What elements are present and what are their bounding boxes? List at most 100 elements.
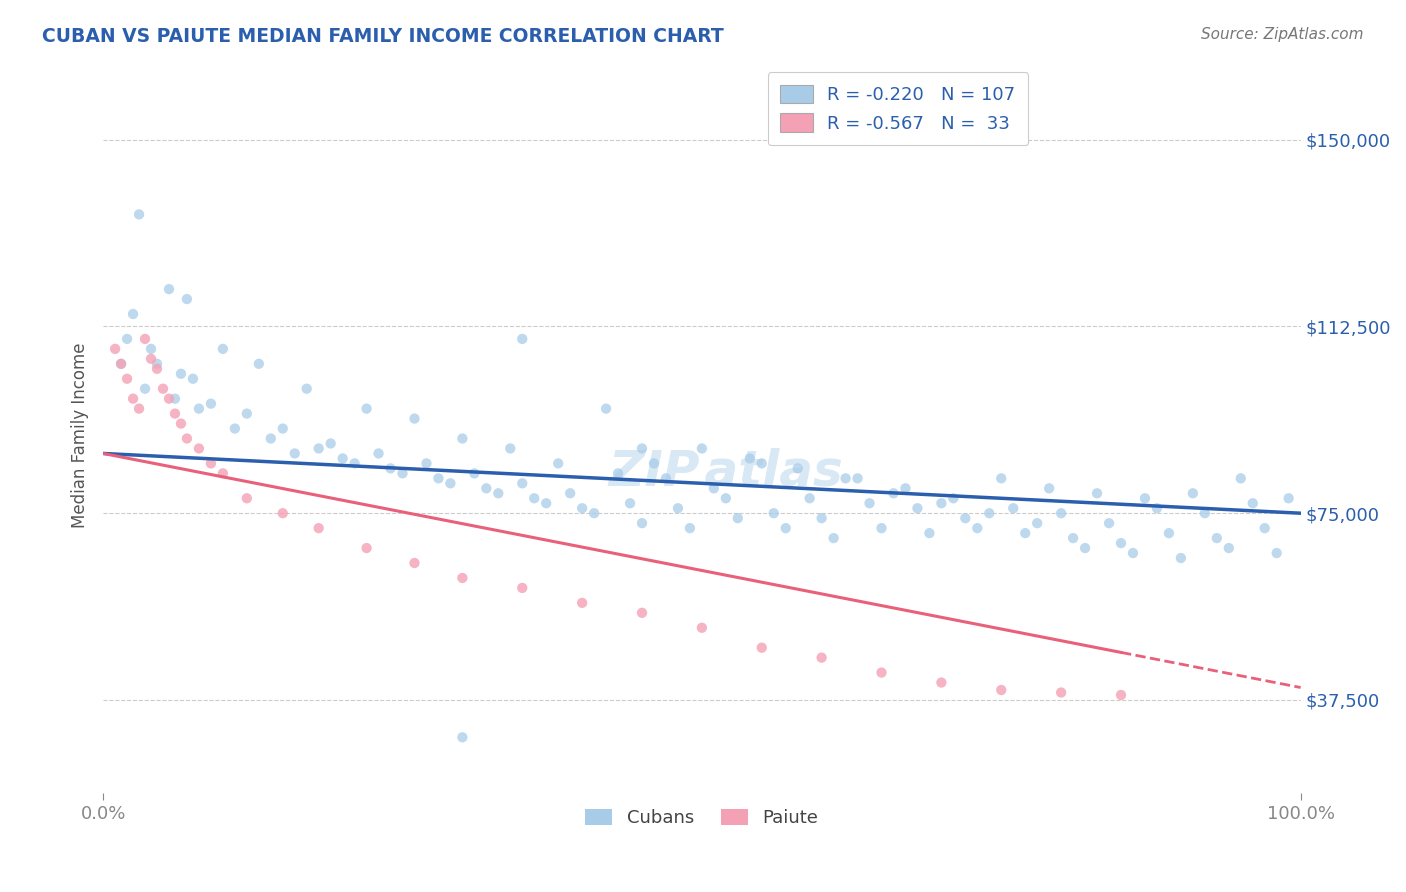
Point (122, 307, 145, 321)
Point (870, 665, 893, 680)
Point (260, 432, 283, 446)
Point (823, 531, 845, 545)
Point (427, 471, 450, 485)
Point (690, 442, 713, 456)
Point (571, 501, 593, 516)
Point (1062, 531, 1084, 545)
Point (619, 496, 641, 510)
Point (146, 357, 169, 371)
Point (295, 382, 318, 396)
Point (510, 332, 533, 346)
Point (775, 521, 797, 535)
Point (451, 731, 474, 745)
Point (1133, 491, 1156, 506)
Point (356, 401, 378, 416)
Point (224, 421, 246, 435)
Point (990, 683, 1012, 698)
Point (979, 506, 1001, 520)
Point (463, 467, 485, 481)
Point (1050, 506, 1073, 520)
Point (157, 282, 180, 296)
Point (284, 446, 307, 460)
Point (1265, 546, 1288, 560)
Legend: Cubans, Paiute: Cubans, Paiute (578, 802, 825, 834)
Point (170, 417, 193, 431)
Point (1109, 688, 1132, 702)
Point (181, 372, 204, 386)
Point (200, 397, 222, 411)
Point (404, 411, 426, 425)
Point (110, 357, 132, 371)
Point (308, 521, 330, 535)
Text: ZIP atlas: ZIP atlas (609, 447, 844, 495)
Point (918, 526, 941, 541)
Point (152, 382, 174, 396)
Point (187, 401, 209, 416)
Point (115, 332, 138, 346)
Point (415, 457, 437, 471)
Point (176, 292, 198, 306)
Point (1254, 521, 1277, 535)
Point (128, 401, 150, 416)
Point (308, 442, 330, 456)
Point (356, 541, 378, 555)
Point (163, 392, 186, 406)
Point (1157, 526, 1180, 541)
Point (1146, 501, 1168, 516)
Point (799, 491, 821, 506)
Point (714, 491, 737, 506)
Point (486, 486, 509, 500)
Point (380, 461, 402, 475)
Point (271, 506, 294, 520)
Point (391, 467, 413, 481)
Point (547, 457, 569, 471)
Point (1109, 536, 1132, 550)
Y-axis label: Median Family Income: Median Family Income (72, 343, 89, 528)
Point (810, 511, 832, 525)
Point (990, 471, 1012, 485)
Point (332, 451, 354, 466)
Point (510, 581, 533, 595)
Text: Source: ZipAtlas.com: Source: ZipAtlas.com (1201, 27, 1364, 42)
Point (404, 556, 426, 570)
Point (942, 491, 965, 506)
Point (1026, 516, 1049, 531)
Point (115, 372, 138, 386)
Point (966, 521, 988, 535)
Point (583, 506, 606, 520)
Point (475, 481, 498, 495)
Point (751, 457, 773, 471)
Point (607, 467, 630, 481)
Point (236, 407, 259, 421)
Point (703, 481, 725, 495)
Point (271, 421, 294, 435)
Point (1278, 491, 1301, 506)
Point (1050, 685, 1073, 699)
Point (1241, 496, 1264, 510)
Point (187, 442, 209, 456)
Point (690, 621, 713, 635)
Point (122, 392, 145, 406)
Point (894, 481, 917, 495)
Point (439, 476, 461, 491)
Point (738, 451, 761, 466)
Point (499, 442, 522, 456)
Point (534, 496, 557, 510)
Point (907, 501, 929, 516)
Point (931, 675, 953, 690)
Point (200, 457, 222, 471)
Point (146, 361, 169, 376)
Point (236, 491, 259, 506)
Point (134, 332, 156, 346)
Point (1014, 526, 1036, 541)
Point (1170, 551, 1192, 566)
Point (858, 496, 880, 510)
Point (451, 571, 474, 585)
Point (786, 461, 808, 475)
Point (343, 457, 366, 471)
Point (810, 650, 832, 665)
Point (931, 496, 953, 510)
Point (1122, 546, 1144, 560)
Point (751, 640, 773, 655)
Point (139, 342, 162, 356)
